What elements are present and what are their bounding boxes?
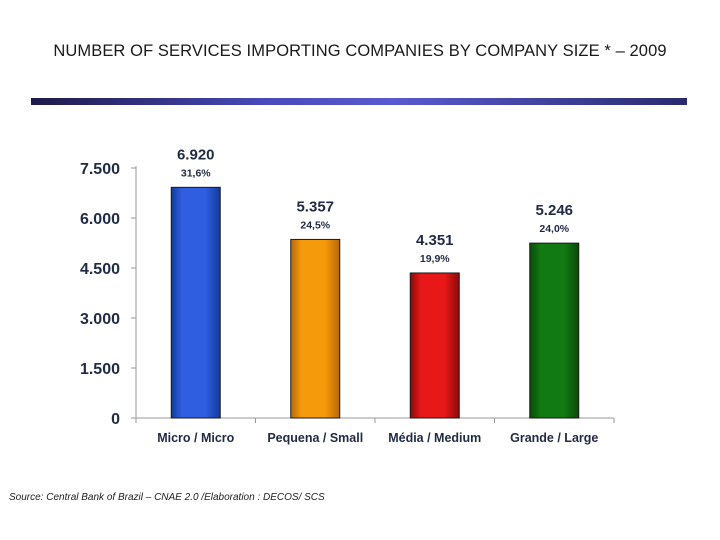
bar-percent-label: 31,6% xyxy=(181,167,211,179)
y-tick-label: 7.500 xyxy=(80,161,120,178)
x-category-label: Média / Medium xyxy=(388,431,481,445)
y-tick-label: 4.500 xyxy=(80,261,120,278)
bar-percent-label: 19,9% xyxy=(420,253,450,265)
bar xyxy=(170,186,221,419)
labels: 6.920 31,6% Micro / Micro 5.357 24,5% Pequena… xyxy=(157,146,598,445)
axes: 0 1.500 3.000 4.500 6.000 7.500 xyxy=(80,161,615,428)
y-tick-label: 1.500 xyxy=(80,361,120,378)
bar xyxy=(529,242,580,419)
bar-value-label: 5.246 xyxy=(535,202,573,219)
title-underline xyxy=(31,98,687,105)
bar-value-label: 5.357 xyxy=(296,198,334,215)
y-tick-label: 3.000 xyxy=(80,311,120,328)
bar-percent-label: 24,5% xyxy=(300,219,330,231)
bar-value-label: 4.351 xyxy=(416,232,454,249)
bar xyxy=(290,238,341,419)
bar-value-label: 6.920 xyxy=(177,146,215,163)
bar-percent-label: 24,0% xyxy=(539,223,569,235)
bar xyxy=(409,272,460,419)
bars xyxy=(170,186,580,419)
x-category-label: Grande / Large xyxy=(510,431,598,445)
source-note: Source: Central Bank of Brazil – CNAE 2.… xyxy=(9,492,325,503)
x-category-label: Pequena / Small xyxy=(267,431,363,445)
y-tick-label: 0 xyxy=(111,411,120,428)
y-tick-label: 6.000 xyxy=(80,211,120,228)
x-category-label: Micro / Micro xyxy=(157,431,234,445)
chart-title: NUMBER OF SERVICES IMPORTING COMPANIES B… xyxy=(53,42,667,60)
